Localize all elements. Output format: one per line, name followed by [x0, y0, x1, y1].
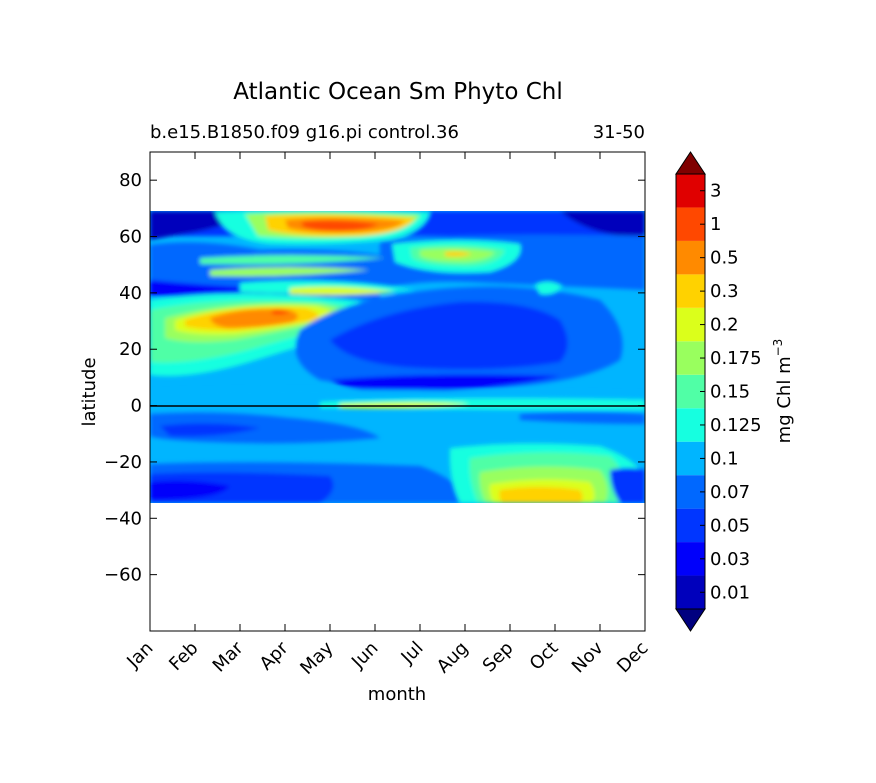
band-south-sub-dark: [150, 480, 230, 500]
y-tick-label: 0: [131, 396, 142, 417]
colorbar-extend-max: [675, 151, 706, 175]
colorbar-tick-label: 0.01: [710, 582, 750, 603]
x-axis-label: month: [368, 684, 426, 705]
chart-subtitle-left: b.e15.B1850.f09 g16.pi control.36: [150, 122, 459, 143]
x-tick-label: Apr: [256, 637, 293, 674]
y-axis: 80 60 40 20 0 −20 −40 −60: [104, 170, 645, 586]
x-tick-label: Jul: [397, 638, 428, 669]
bloom-subpolar-max: [302, 220, 378, 231]
gyre-cyan-spot: [535, 281, 562, 295]
chart-title: Atlantic Ocean Sm Phyto Chl: [233, 79, 562, 105]
band-south-eq-core: [160, 423, 260, 437]
contour-field: [150, 211, 645, 503]
colorbar-tick-label: 0.1: [710, 448, 739, 469]
stripe-50n: [200, 255, 385, 265]
colorbar-tick-label: 0.15: [710, 382, 750, 403]
colorbar-label: mg Chl m−3: [771, 339, 795, 444]
colorbar-label-exponent: −3: [771, 339, 785, 357]
colorbar-tick-label: 0.125: [710, 415, 762, 436]
y-tick-label: 20: [119, 339, 142, 360]
colorbar-tick-label: 0.05: [710, 515, 750, 536]
band-south-strip-right: [520, 412, 645, 424]
colorbar-extend-min: [675, 608, 706, 632]
colorbar-label-text: mg Chl m: [774, 356, 795, 443]
colorbar-tick-label: 1: [710, 214, 721, 235]
gyre-inner: [330, 301, 568, 370]
y-tick-label: 80: [119, 170, 142, 191]
colorbar-tick-label: 0.3: [710, 281, 739, 302]
gyre-strip-equator: [330, 374, 560, 392]
patch-aug-peak: [445, 251, 472, 257]
stripe-41n-core: [290, 286, 395, 296]
colorbar-tick-label: 0.175: [710, 348, 762, 369]
stripe-46n: [210, 267, 370, 277]
y-tick-label: 40: [119, 283, 142, 304]
band-south-right-edge: [610, 468, 645, 503]
y-tick-label: −60: [104, 565, 142, 586]
colorbar-tick-label: 0.03: [710, 549, 750, 570]
bloom-subtrop-max: [272, 309, 290, 315]
colorbar-tick-label: 0.2: [710, 315, 739, 336]
x-tick-label: Feb: [165, 638, 202, 675]
y-axis-label: latitude: [79, 357, 100, 426]
chart-subtitle-right: 31-50: [593, 122, 645, 143]
x-tick-label: Jun: [347, 638, 382, 673]
x-tick-label: May: [296, 637, 337, 678]
x-tick-label: Jan: [122, 638, 157, 673]
y-tick-label: −40: [104, 508, 142, 529]
x-tick-label: Dec: [613, 638, 652, 677]
x-tick-label: Nov: [568, 637, 608, 677]
colorbar-tick-label: 0.07: [710, 482, 750, 503]
bloom-south-peak: [499, 487, 583, 503]
x-tick-label: Mar: [209, 637, 248, 676]
x-tick-label: Aug: [433, 638, 473, 678]
y-tick-label: −20: [104, 452, 142, 473]
x-tick-label: Oct: [526, 638, 563, 675]
colorbar-tick-label: 0.5: [710, 248, 739, 269]
colorbar: 0.01 0.03 0.05 0.07 0.1 0.125 0.15 0.175 0.2 0.3 0…: [675, 151, 762, 632]
plot-frame: [149, 151, 646, 632]
x-tick-label: Sep: [479, 638, 518, 677]
y-tick-label: 60: [119, 227, 142, 248]
band-north-polar-dark-right: [560, 211, 645, 240]
colorbar-tick-label: 3: [710, 181, 721, 202]
